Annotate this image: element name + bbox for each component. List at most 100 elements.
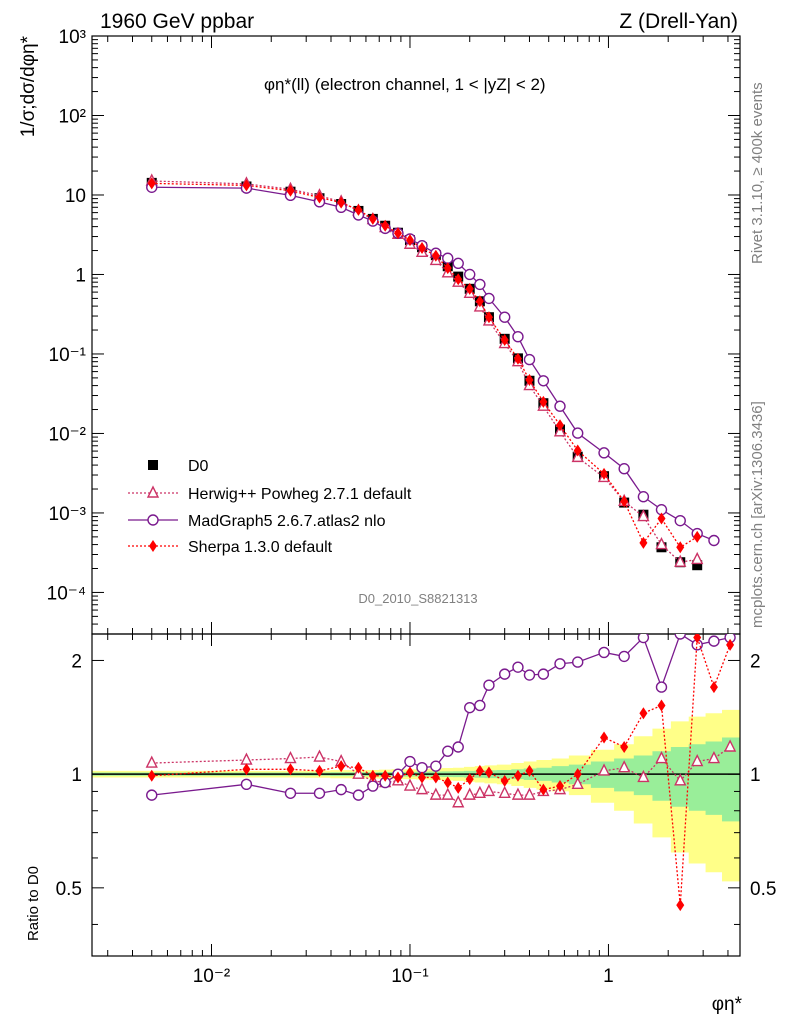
data-point: [464, 268, 476, 281]
x-axis-title: φη*: [712, 994, 743, 1015]
data-point: [525, 374, 534, 387]
ratio-point: [523, 787, 536, 800]
data-point: [483, 292, 495, 305]
ratio-point: [707, 750, 721, 764]
data-point: [620, 495, 629, 508]
data-point: [657, 512, 666, 525]
ratio-point: [315, 764, 324, 777]
ratio-point: [657, 699, 666, 712]
ratio-point: [442, 745, 454, 757]
ratio-point: [511, 787, 525, 800]
x-tick-label: 10⁻²: [193, 966, 231, 987]
data-point: [442, 252, 454, 264]
ratio-point: [335, 783, 347, 796]
data-point: [418, 242, 427, 255]
data-point: [523, 353, 536, 366]
ratio-y-tick-label: 0.5: [56, 879, 82, 900]
ratio-point: [464, 701, 476, 714]
y-tick-label: 10: [65, 186, 86, 207]
ratio-bands: [92, 709, 740, 882]
data-point: [381, 219, 390, 232]
data-point: [691, 551, 704, 565]
data-point: [500, 333, 509, 346]
y-tick-label: 10²: [59, 106, 86, 127]
legend-marker: [148, 460, 158, 470]
ratio-point: [556, 780, 565, 793]
ratio-point: [242, 763, 251, 776]
ratio-point: [405, 766, 414, 779]
ratio-point: [454, 781, 463, 794]
ratio-point: [313, 787, 326, 799]
data-point: [708, 534, 720, 547]
legend-label: MadGraph5 2.6.7.atlas2 nlo: [188, 513, 386, 530]
x-tick-label: 1: [603, 966, 614, 987]
ratio-point: [313, 749, 326, 762]
ratio-point: [513, 769, 522, 782]
series-line: [151, 180, 698, 563]
ratio-point: [573, 768, 582, 781]
data-point: [452, 257, 464, 270]
ratio-point: [452, 741, 464, 753]
data-point: [637, 491, 650, 503]
data-point: [484, 311, 493, 324]
ratio-point: [572, 656, 584, 668]
plot-subtitle: φη*(ll) (electron channel, 1 < |yZ| < 2): [264, 75, 546, 94]
ratio-point: [145, 755, 158, 768]
ratio-point: [600, 731, 609, 744]
ratio-point: [708, 635, 720, 647]
data-point: [393, 227, 402, 240]
legend-label: Sherpa 1.3.0 default: [188, 539, 333, 556]
ratio-point: [498, 668, 511, 680]
ratio-point: [429, 787, 442, 800]
data-point: [674, 514, 686, 527]
ratio-plot-area: 0.5 0.5 1 1 2 2 10⁻² 10⁻¹ 1: [56, 633, 776, 987]
ratio-point: [598, 646, 610, 659]
data-point: [639, 536, 648, 549]
series-line: [151, 182, 698, 549]
legend-label: Herwig++ Powheg 2.7.1 default: [188, 486, 412, 503]
data-point: [368, 212, 377, 225]
data-point: [475, 295, 484, 308]
y-tick-label: 10⁻¹: [49, 345, 87, 366]
data-point: [443, 262, 452, 275]
data-point: [537, 375, 550, 387]
ratio-series: [145, 634, 737, 912]
data-point: [337, 196, 346, 209]
legend-marker: [146, 485, 160, 498]
data-point: [655, 537, 668, 550]
ratio-point: [146, 789, 158, 801]
ratio-point: [693, 634, 702, 644]
data-point: [573, 444, 582, 457]
ratio-axis-title: Ratio to D0: [25, 866, 42, 941]
ratio-point: [674, 634, 686, 640]
y-tick-label: 1: [75, 265, 86, 286]
x-tick-label: 10⁻¹: [391, 966, 429, 987]
process-label: Z (Drell-Yan): [619, 10, 738, 33]
data-point: [513, 352, 522, 365]
ratio-point: [240, 778, 253, 790]
data-point: [474, 278, 486, 291]
main-series: [145, 173, 720, 571]
ratio-y-tick-label: 2: [71, 651, 82, 672]
data-point: [692, 560, 703, 571]
ratio-point: [352, 789, 365, 801]
y-tick-label: 10³: [59, 27, 86, 48]
ratio-point: [537, 668, 550, 680]
ratio-point: [418, 771, 427, 784]
data-point: [556, 419, 565, 432]
data-point: [242, 179, 251, 192]
ratio-point: [465, 773, 474, 786]
data-point: [674, 554, 687, 567]
ratio-point: [637, 769, 650, 783]
ratio-point: [691, 753, 704, 767]
data-point: [539, 395, 548, 408]
ratio-point: [473, 785, 487, 798]
ratio-point: [381, 769, 390, 782]
ratio-point: [512, 661, 524, 673]
data-point: [454, 273, 463, 286]
data-point: [512, 330, 524, 343]
ratio-point: [709, 681, 718, 694]
data-point: [315, 191, 324, 204]
ratio-point: [443, 776, 452, 789]
ratio-point: [463, 787, 476, 800]
